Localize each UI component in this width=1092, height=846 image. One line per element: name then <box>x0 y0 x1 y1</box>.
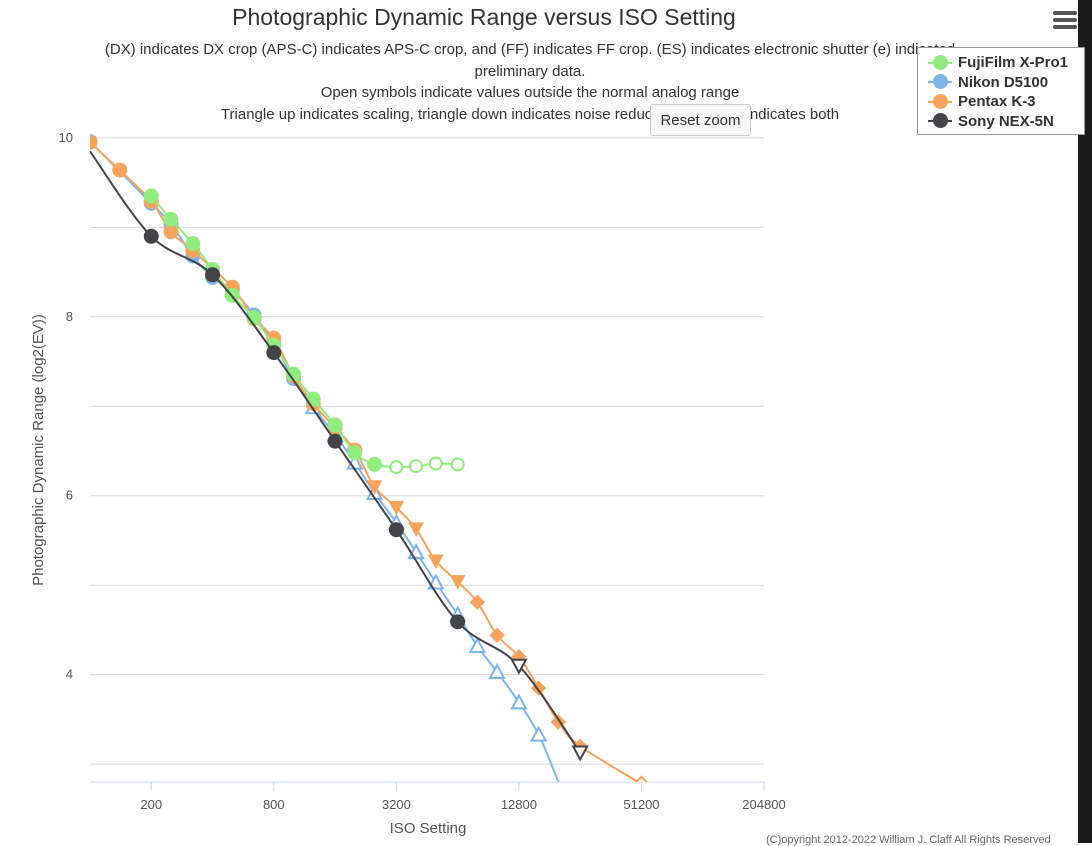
x-tick-label: 204800 <box>742 797 785 812</box>
menu-bar <box>1053 25 1077 29</box>
x-tick-label: 12800 <box>501 797 537 812</box>
legend-symbol <box>928 74 952 90</box>
data-point <box>634 775 649 782</box>
data-point <box>327 417 343 433</box>
menu-bar <box>1053 11 1077 15</box>
data-point <box>327 433 343 449</box>
y-tick-label: 8 <box>66 309 73 324</box>
series-pentax-k-3 <box>90 134 649 782</box>
data-point <box>366 480 383 495</box>
legend-label: Nikon D5100 <box>958 73 1049 91</box>
y-axis-title: Photographic Dynamic Range (log2(EV)) <box>30 314 47 586</box>
x-tick-label: 3200 <box>382 797 411 812</box>
data-point <box>185 235 201 251</box>
data-point <box>143 228 159 244</box>
data-point <box>469 594 486 610</box>
legend-item-pentax[interactable]: Pentax K-3 <box>928 92 1084 112</box>
legend-symbol <box>928 54 952 70</box>
series-line <box>90 150 581 754</box>
y-tick-label: 10 <box>59 130 73 145</box>
x-tick-label: 51200 <box>623 797 659 812</box>
data-point <box>347 445 363 461</box>
legend-symbol <box>928 93 952 109</box>
series-fujifilm-x-pro1 <box>143 188 465 475</box>
data-point <box>266 345 282 361</box>
chart-legend: FujiFilm X-Pro1 Nikon D5100 Pentax K-3 S… <box>917 47 1085 135</box>
subtitle-line: Open symbols indicate values outside the… <box>320 84 740 101</box>
data-point <box>449 575 466 590</box>
legend-symbol <box>928 113 952 129</box>
data-point <box>163 224 179 240</box>
data-point <box>510 693 528 710</box>
x-tick-label: 200 <box>140 797 162 812</box>
y-tick-label: 6 <box>66 488 73 503</box>
legend-label: FujiFilm X-Pro1 <box>958 54 1069 72</box>
legend-item-nikon[interactable]: Nikon D5100 <box>928 73 1084 93</box>
data-point <box>408 522 424 537</box>
copyright-text: (C)opyright 2012-2022 William J. Claff A… <box>766 834 1051 846</box>
legend-marker <box>933 113 948 129</box>
series-layer <box>90 133 649 782</box>
series-sony-nex-5n <box>90 150 589 762</box>
subtitle-line: preliminary data. <box>474 62 586 80</box>
data-point <box>450 614 466 630</box>
data-point <box>427 554 444 570</box>
legend-marker <box>933 93 948 109</box>
hamburger-menu-icon[interactable] <box>1052 8 1078 34</box>
subtitle-line: (DX) indicates DX crop (APS-C) indicates… <box>104 41 956 58</box>
subtitle-line: Triangle up indicates scaling, triangle … <box>220 105 840 123</box>
menu-bar <box>1053 18 1077 22</box>
data-point <box>428 456 443 471</box>
data-point <box>510 658 528 675</box>
series-line <box>90 140 560 782</box>
y-tick-label: 4 <box>66 667 73 682</box>
data-point <box>488 662 506 679</box>
data-point <box>529 725 548 742</box>
x-tick-label: 800 <box>263 797 285 812</box>
axes: 4 6 8 10 200 800 3200 12800 51200 204800 <box>59 130 786 812</box>
data-point <box>205 267 221 283</box>
x-axis-title: ISO Setting <box>390 820 467 837</box>
data-point <box>90 134 98 150</box>
series-line <box>150 195 458 469</box>
data-point <box>388 522 404 538</box>
legend-item-fujifilm[interactable]: FujiFilm X-Pro1 <box>928 53 1084 73</box>
data-point <box>409 459 424 474</box>
data-point <box>388 500 405 516</box>
data-point <box>389 460 404 475</box>
legend-label: Pentax K-3 <box>958 93 1036 111</box>
reset-zoom-button[interactable]: Reset zoom <box>650 104 751 136</box>
legend-marker <box>933 54 948 70</box>
data-point <box>450 457 465 472</box>
screen-edge <box>1078 0 1092 843</box>
legend-marker <box>933 74 948 90</box>
data-point <box>163 211 179 227</box>
legend-item-sony[interactable]: Sony NEX-5N <box>928 112 1084 132</box>
data-point <box>489 627 505 643</box>
chart-subtitle: (DX) indicates DX crop (APS-C) indicates… <box>90 39 970 125</box>
data-point <box>427 573 445 590</box>
data-point <box>468 636 487 654</box>
data-point <box>571 745 589 762</box>
data-point <box>367 456 383 472</box>
grid-lines <box>90 137 764 765</box>
legend-label: Sony NEX-5N <box>958 112 1054 130</box>
data-point <box>143 188 159 204</box>
chart-title: Photographic Dynamic Range versus ISO Se… <box>232 4 736 30</box>
data-point <box>112 162 128 178</box>
data-point <box>305 391 321 407</box>
